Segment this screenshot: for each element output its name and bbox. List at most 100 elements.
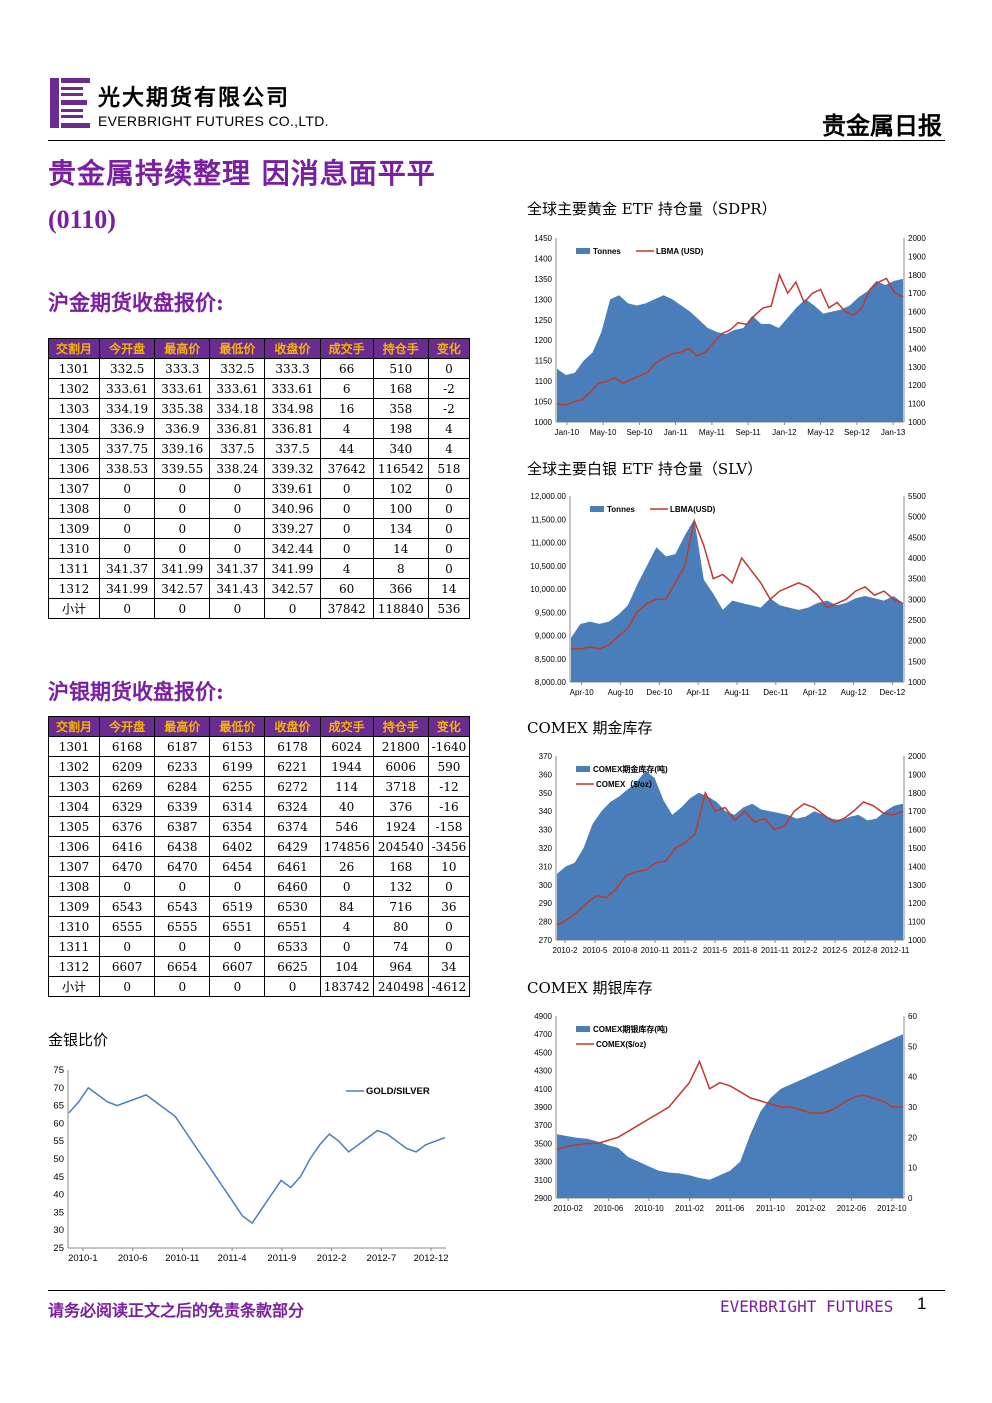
table-cell: 0 bbox=[209, 598, 266, 619]
y2-tick-label: 1500 bbox=[908, 657, 926, 666]
y-tick-label: 4700 bbox=[534, 1030, 552, 1039]
legend-label: LBMA(USD) bbox=[670, 505, 716, 514]
y-tick-label: 65 bbox=[53, 1101, 64, 1112]
y-tick-label: 30 bbox=[53, 1225, 64, 1236]
slv-chart-title: 全球主要白银 ETF 持仓量（SLV） bbox=[527, 460, 763, 478]
table-cell: 342.44 bbox=[264, 538, 321, 559]
table-cell: 1306 bbox=[47, 836, 101, 857]
table-cell: 6625 bbox=[264, 956, 321, 977]
table-cell: 0 bbox=[427, 936, 471, 957]
x-tick-label: 2010-2 bbox=[553, 946, 578, 955]
y-tick-label: 3900 bbox=[534, 1103, 552, 1112]
page-title: 贵金属持续整理 因消息面平平 bbox=[48, 157, 436, 190]
table-cell: 0 bbox=[427, 498, 471, 519]
table-cell: 6024 bbox=[319, 736, 374, 757]
table-cell: 4 bbox=[427, 418, 471, 439]
table-cell: 1310 bbox=[47, 538, 101, 559]
column-header: 今开盘 bbox=[99, 338, 156, 359]
table-cell: 0 bbox=[427, 916, 471, 937]
table-cell: 1302 bbox=[47, 378, 101, 399]
y2-tick-label: 1300 bbox=[908, 881, 926, 890]
table-cell: 1312 bbox=[47, 956, 101, 977]
y-tick-label: 40 bbox=[53, 1190, 64, 1201]
table-cell: 339.16 bbox=[154, 438, 211, 459]
table-cell: 336.9 bbox=[99, 418, 156, 439]
table-cell: 332.5 bbox=[99, 358, 156, 379]
table-cell: 198 bbox=[372, 418, 429, 439]
x-tick-label: Dec-12 bbox=[879, 688, 905, 697]
table-cell: 小计 bbox=[47, 976, 101, 997]
table-cell: -1640 bbox=[427, 736, 471, 757]
table-cell: 0 bbox=[154, 538, 211, 559]
x-tick-label: Sep-11 bbox=[736, 428, 762, 437]
y-tick-label: 340 bbox=[539, 807, 553, 816]
y2-tick-label: 1000 bbox=[908, 418, 926, 427]
table-cell: 16 bbox=[319, 398, 374, 419]
table-cell: 小计 bbox=[47, 598, 101, 619]
column-header: 变化 bbox=[427, 716, 471, 737]
table-cell: 6221 bbox=[264, 756, 321, 777]
y2-tick-label: 2000 bbox=[908, 234, 926, 243]
y2-tick-label: 1400 bbox=[908, 344, 926, 353]
table-cell: 6519 bbox=[209, 896, 266, 917]
y2-tick-label: 1700 bbox=[908, 289, 926, 298]
table-cell: 0 bbox=[154, 478, 211, 499]
x-tick-label: Jan-10 bbox=[555, 428, 580, 437]
table-cell: 536 bbox=[427, 598, 471, 619]
y-tick-label: 3300 bbox=[534, 1158, 552, 1167]
table-cell: 0 bbox=[99, 498, 156, 519]
table-cell: 341.43 bbox=[209, 578, 266, 599]
table-cell: 716 bbox=[372, 896, 429, 917]
table-cell: 1309 bbox=[47, 896, 101, 917]
x-tick-label: 2011-9 bbox=[267, 1253, 296, 1264]
y-tick-label: 3500 bbox=[534, 1139, 552, 1148]
table-cell: 1944 bbox=[319, 756, 374, 777]
report-date: (0110) bbox=[48, 205, 116, 234]
x-tick-label: 2010-6 bbox=[118, 1253, 148, 1264]
table-row: 1312 341.99 342.57 341.43 342.57 60 366 14 bbox=[47, 578, 471, 599]
table-row: 1306 6416 6438 6402 6429 174856 204540 -3456 bbox=[47, 836, 471, 857]
y-tick-label: 310 bbox=[539, 862, 553, 871]
table-cell: 37842 bbox=[319, 598, 374, 619]
series-area bbox=[557, 770, 903, 940]
table-cell: 338.24 bbox=[209, 458, 266, 479]
table-cell: 4 bbox=[319, 916, 374, 937]
y2-tick-label: 1800 bbox=[908, 271, 926, 280]
table-row: 1311 0 0 0 6533 0 74 0 bbox=[47, 936, 471, 957]
table-cell: 0 bbox=[209, 936, 266, 957]
y-tick-label: 290 bbox=[539, 899, 553, 908]
x-tick-label: Apr-12 bbox=[803, 688, 828, 697]
comex-gold-chart: 270 280 290 300 310 320 330 340 350 360 370 1000 110… bbox=[539, 752, 927, 955]
y2-tick-label: 3500 bbox=[908, 575, 926, 584]
comex-silver-chart: 2900 3100 3300 3500 3700 3900 4100 4300 4500 4700… bbox=[534, 1012, 917, 1213]
y-tick-label: 10,500.00 bbox=[530, 562, 566, 571]
x-tick-label: 2011-10 bbox=[756, 1204, 785, 1213]
table-cell: 342.57 bbox=[264, 578, 321, 599]
table-cell: 6551 bbox=[209, 916, 266, 937]
table-cell: 340 bbox=[372, 438, 429, 459]
table-cell: 6438 bbox=[154, 836, 211, 857]
y-tick-label: 4300 bbox=[534, 1067, 552, 1076]
x-tick-label: 2012-10 bbox=[877, 1204, 907, 1213]
column-header: 交割月 bbox=[47, 338, 101, 359]
table-cell: -3456 bbox=[427, 836, 471, 857]
table-cell: 0 bbox=[319, 478, 374, 499]
table-cell: 341.37 bbox=[99, 558, 156, 579]
gold-futures-title: 沪金期货收盘报价: bbox=[48, 290, 224, 315]
table-cell: 6374 bbox=[264, 816, 321, 837]
column-header: 收盘价 bbox=[264, 716, 321, 737]
table-cell: 0 bbox=[154, 518, 211, 539]
table-cell: -16 bbox=[427, 796, 471, 817]
y2-tick-label: 0 bbox=[908, 1194, 913, 1203]
column-header: 成交手 bbox=[319, 338, 374, 359]
series-area bbox=[571, 519, 903, 682]
table-cell: 6314 bbox=[209, 796, 266, 817]
table-cell: 6654 bbox=[154, 956, 211, 977]
table-cell: 0 bbox=[209, 498, 266, 519]
x-tick-label: 2011-5 bbox=[703, 946, 728, 955]
table-row: 1308 0 0 0 6460 0 132 0 bbox=[47, 876, 471, 897]
x-tick-label: Jan-12 bbox=[772, 428, 797, 437]
table-row: 1303 334.19 335.38 334.18 334.98 16 358 -2 bbox=[47, 398, 471, 419]
table-header-row: 交割月 今开盘 最高价 最低价 收盘价 成交手 持仓手 变化 bbox=[47, 716, 471, 737]
table-cell: 6470 bbox=[154, 856, 211, 877]
